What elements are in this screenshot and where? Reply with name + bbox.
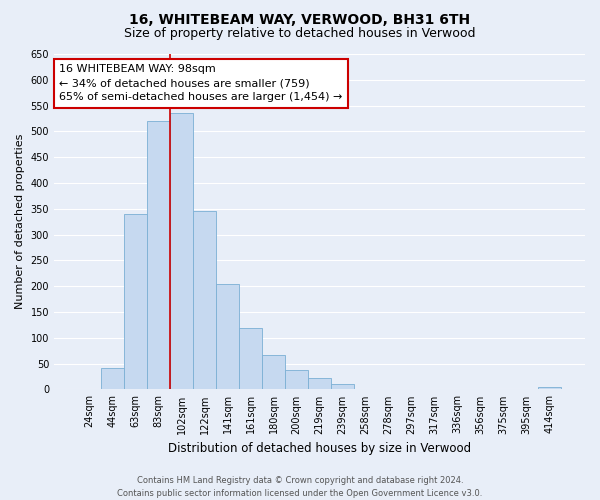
Text: 16 WHITEBEAM WAY: 98sqm
← 34% of detached houses are smaller (759)
65% of semi-d: 16 WHITEBEAM WAY: 98sqm ← 34% of detache… <box>59 64 343 102</box>
Bar <box>147 121 170 390</box>
Bar <box>308 378 331 390</box>
X-axis label: Distribution of detached houses by size in Verwood: Distribution of detached houses by size … <box>168 442 471 455</box>
Bar <box>239 328 262 390</box>
Bar <box>170 114 193 390</box>
Bar <box>101 368 124 390</box>
Bar <box>193 212 216 390</box>
Y-axis label: Number of detached properties: Number of detached properties <box>15 134 25 310</box>
Bar <box>216 284 239 390</box>
Bar <box>262 355 285 390</box>
Text: 16, WHITEBEAM WAY, VERWOOD, BH31 6TH: 16, WHITEBEAM WAY, VERWOOD, BH31 6TH <box>130 12 470 26</box>
Text: Size of property relative to detached houses in Verwood: Size of property relative to detached ho… <box>124 28 476 40</box>
Text: Contains HM Land Registry data © Crown copyright and database right 2024.
Contai: Contains HM Land Registry data © Crown c… <box>118 476 482 498</box>
Bar <box>124 214 147 390</box>
Bar <box>538 388 561 390</box>
Bar <box>331 384 354 390</box>
Bar <box>285 370 308 390</box>
